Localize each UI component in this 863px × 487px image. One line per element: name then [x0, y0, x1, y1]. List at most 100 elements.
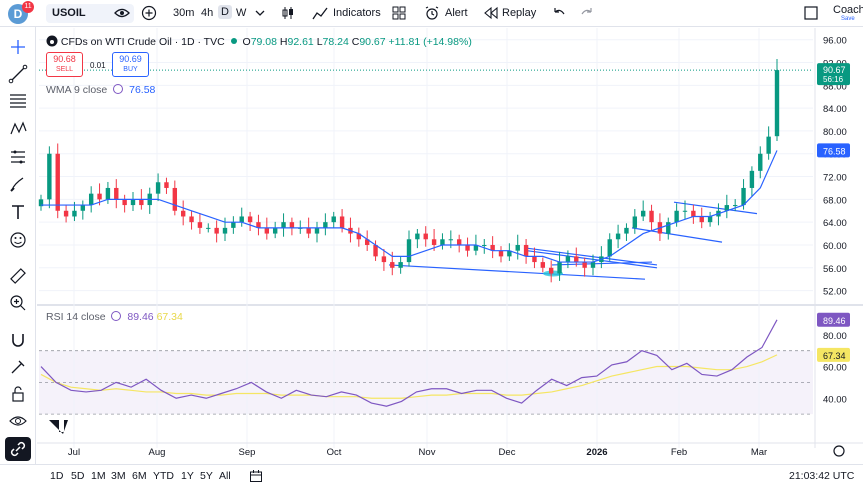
settings-gear-icon[interactable] [113, 84, 124, 94]
range-all[interactable]: All [219, 470, 231, 482]
candle-body [582, 262, 587, 268]
rsi-settings-icon[interactable] [111, 311, 122, 321]
candle-body [80, 205, 86, 211]
emoji-icon[interactable] [8, 230, 28, 250]
replay-icon[interactable] [482, 5, 498, 21]
candle-body [574, 256, 579, 263]
trend-line-icon[interactable] [8, 64, 28, 84]
candle-body [331, 216, 336, 223]
sell-button[interactable]: 90.68 SELL [46, 52, 83, 77]
candle-body [180, 210, 186, 217]
replay-button[interactable]: Replay [502, 7, 537, 19]
candle-body [155, 182, 161, 194]
candle-body [256, 222, 261, 228]
text-tool-icon[interactable] [8, 202, 28, 222]
range-5d[interactable]: 5D [71, 470, 85, 482]
price-tick-label: 80.00 [823, 127, 847, 138]
candle-body [532, 256, 537, 263]
range-1m[interactable]: 1M [91, 470, 106, 482]
calendar-goto-icon[interactable] [249, 469, 263, 483]
candle-body [507, 250, 512, 257]
wma-price-tag [817, 143, 850, 158]
candle-body [189, 216, 194, 223]
candle-body [373, 244, 378, 257]
candle-body [339, 216, 345, 228]
candle-body [164, 182, 169, 188]
indicators-icon[interactable] [312, 5, 328, 21]
chart-area[interactable]: 96.0092.0088.0084.0080.0076.0072.0068.00… [37, 28, 863, 464]
candle-body [724, 205, 730, 211]
magnet-icon[interactable] [8, 330, 28, 350]
interval-30m[interactable]: 30m [173, 7, 195, 19]
candle-body [323, 222, 328, 228]
interval-d[interactable]: D [218, 5, 232, 19]
fib-retracement-icon[interactable] [8, 91, 28, 111]
close-value: 90.67 [359, 36, 386, 48]
crosshair-icon[interactable] [8, 37, 28, 57]
symbol-label[interactable]: USOIL [52, 7, 86, 19]
symbol-search-box[interactable] [46, 4, 134, 23]
range-1d[interactable]: 1D [50, 470, 64, 482]
candle-body [231, 222, 236, 228]
candle-body [114, 187, 119, 200]
candles-style-icon[interactable] [280, 5, 296, 21]
alarm-clock-icon[interactable] [424, 5, 440, 21]
candle-body [55, 153, 60, 211]
candle-body [281, 222, 286, 228]
brush-icon[interactable] [8, 174, 28, 194]
clock-readout[interactable]: 21:03:42 UTC [789, 470, 855, 482]
buy-button[interactable]: 90.69 BUY [112, 52, 149, 77]
indicators-button[interactable]: Indicators [333, 7, 381, 19]
lock-icon[interactable] [8, 384, 28, 404]
prediction-icon[interactable] [8, 147, 28, 167]
range-ytd[interactable]: YTD [153, 470, 174, 482]
candle-body [356, 233, 362, 240]
chevron-down-icon[interactable] [252, 5, 268, 21]
range-6m[interactable]: 6M [132, 470, 147, 482]
range-3m[interactable]: 3M [111, 470, 126, 482]
undo-icon[interactable] [551, 5, 567, 21]
trendline-drawing [551, 261, 653, 266]
price-tick-label: 88.00 [823, 81, 847, 92]
candle-body [699, 216, 704, 223]
add-symbol-icon[interactable] [141, 5, 157, 21]
price-tick-label: 68.00 [823, 195, 847, 206]
redo-icon[interactable] [579, 5, 595, 21]
candle-body [314, 227, 320, 234]
tradingview-logo[interactable] [49, 420, 68, 434]
rsi-legend[interactable]: RSI 14 close 89.46 67.34 [46, 311, 183, 323]
interval-4h[interactable]: 4h [201, 7, 214, 19]
candle-body [707, 216, 713, 223]
candle-body [222, 227, 228, 234]
oil-drop-icon [46, 35, 58, 47]
chart-title[interactable]: CFDs on WTI Crude Oil · 1D · TVC [60, 36, 225, 48]
market-status-dot [230, 38, 237, 44]
save-link[interactable]: Save [841, 16, 855, 22]
link-icon [10, 441, 26, 457]
link-button[interactable] [5, 437, 31, 461]
rsi-value-tag [817, 312, 850, 327]
range-5y[interactable]: 5Y [200, 470, 213, 482]
candle-body [306, 227, 311, 234]
stay-in-drawing-icon[interactable] [8, 357, 28, 377]
watchlist-eye-icon[interactable] [114, 5, 130, 21]
chart-settings-icon [833, 445, 845, 457]
range-1y[interactable]: 1Y [181, 470, 194, 482]
chart-legend: CFDs on WTI Crude Oil · 1D · TVC O79.08 … [46, 35, 472, 48]
interval-w[interactable]: W [236, 7, 247, 19]
price-chart[interactable]: 96.0092.0088.0084.0080.0076.0072.0068.00… [37, 28, 863, 464]
layouts-grid-icon[interactable] [391, 5, 407, 21]
fullscreen-checkbox-icon[interactable] [803, 5, 819, 21]
alert-button[interactable]: Alert [445, 7, 468, 19]
candle-body [272, 227, 278, 234]
candle-body [172, 187, 178, 211]
coach-button[interactable]: Coach [833, 4, 863, 16]
ruler-icon[interactable] [8, 266, 28, 286]
wma-legend[interactable]: WMA 9 close 76.58 [46, 84, 155, 96]
pattern-icon[interactable] [8, 119, 28, 139]
zoom-in-icon[interactable] [8, 293, 28, 313]
time-axis-label: Jul [68, 447, 80, 458]
hide-eye-icon[interactable] [8, 411, 28, 431]
open-value: 79.08 [250, 36, 277, 48]
candle-body [239, 216, 244, 223]
